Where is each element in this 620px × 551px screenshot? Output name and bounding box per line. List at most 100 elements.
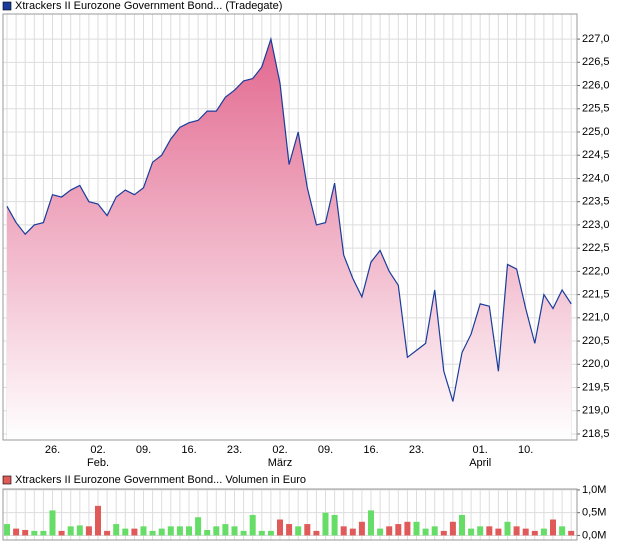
volume-bar (122, 528, 129, 536)
y-tick-label: 0,5M (582, 507, 606, 519)
volume-bar (95, 505, 101, 536)
volume-bar (522, 528, 529, 536)
legend-swatch (2, 1, 12, 11)
volume-bar (231, 526, 238, 536)
y-tick-label: 226,5 (582, 56, 610, 68)
volume-bar (113, 524, 120, 536)
volume-bar (85, 526, 92, 536)
volume-bar (131, 528, 138, 536)
y-tick-label: 220,0 (582, 358, 610, 370)
x-tick-label: 01. (473, 444, 488, 456)
volume-bar (358, 521, 365, 536)
volume-bar (186, 526, 192, 536)
volume-bar (58, 530, 65, 536)
volume-bar (449, 521, 456, 536)
volume-bar (176, 526, 183, 536)
volume-bar (249, 514, 256, 536)
volume-bar (331, 514, 338, 536)
y-tick-label: 219,0 (582, 405, 610, 417)
x-tick-label: 10. (518, 444, 533, 456)
x-tick-label: 02. (90, 444, 105, 456)
x-month-label: April (469, 457, 491, 469)
volume-bar (76, 525, 83, 536)
price-line (6, 36, 572, 402)
volume-bar (158, 528, 165, 536)
volume-bar (422, 528, 429, 536)
x-month-label: Feb. (87, 457, 109, 469)
x-tick-label: 23. (227, 444, 242, 456)
volume-bar (40, 530, 47, 536)
volume-bar (49, 510, 56, 536)
volume-bar (468, 528, 475, 536)
volume-bar (195, 517, 202, 536)
volume-bar (513, 526, 520, 536)
legend-swatch (2, 475, 12, 485)
volume-bar (267, 530, 274, 536)
y-tick-label: 219,5 (582, 381, 610, 393)
volume-bar (431, 526, 438, 536)
volume-bar (240, 530, 247, 536)
volume-bar (313, 530, 320, 536)
volume-bar (140, 526, 147, 536)
y-tick-label: 226,0 (582, 79, 610, 91)
volume-bar (167, 526, 174, 536)
y-tick-label: 224,0 (582, 172, 610, 184)
y-tick-label: 0,0M (582, 529, 606, 541)
volume-bar (349, 528, 356, 536)
volume-bar (295, 526, 302, 536)
y-tick-label: 223,5 (582, 196, 610, 208)
y-tick-label: 225,0 (582, 126, 610, 138)
volume-bar (277, 519, 283, 536)
plot-border (2, 488, 578, 541)
volume-bar (286, 524, 293, 536)
plot-border (2, 13, 578, 441)
volume-bar (413, 521, 420, 536)
volume-bar (322, 512, 329, 536)
volume-bar (149, 530, 156, 536)
volume-bar (477, 526, 484, 536)
y-tick-label: 223,0 (582, 219, 610, 231)
y-tick-label: 221,0 (582, 312, 610, 324)
legend-label: Xtrackers II Eurozone Government Bond...… (15, 0, 282, 12)
y-tick-label: 1,0M (582, 484, 606, 496)
volume-bar (340, 526, 347, 536)
y-tick-label: 225,5 (582, 103, 610, 115)
volume-bar (404, 521, 411, 536)
area-fill (7, 39, 572, 440)
y-tick-label: 222,0 (582, 265, 610, 277)
x-tick-label: 23. (409, 444, 424, 456)
volume-bar (540, 528, 547, 536)
volume-bar (31, 530, 38, 536)
volume-bar (459, 514, 465, 536)
y-tick-label: 220,5 (582, 335, 610, 347)
volume-bar (486, 526, 493, 536)
x-tick-label: 26. (45, 444, 60, 456)
x-tick-label: 16. (181, 444, 196, 456)
legend-label: Xtrackers II Eurozone Government Bond...… (15, 474, 306, 486)
volume-bar (258, 530, 265, 536)
volume-bar (568, 530, 575, 536)
volume-bar (395, 524, 402, 536)
volume-bar (304, 524, 311, 536)
volume-bar (495, 528, 502, 536)
y-tick-label: 221,5 (582, 288, 610, 300)
y-tick-label: 218,5 (582, 428, 610, 440)
volume-bar (504, 521, 511, 536)
x-tick-label: 09. (318, 444, 333, 456)
x-tick-label: 16. (363, 444, 378, 456)
volume-bar (104, 530, 111, 536)
volume-bar (377, 528, 384, 536)
volume-bar (368, 510, 374, 536)
volume-bar (204, 529, 211, 536)
volume-bar (440, 530, 447, 536)
volume-bar (386, 526, 393, 536)
volume-bar (213, 526, 220, 536)
volume-bar (222, 524, 229, 536)
y-tick-label: 227,0 (582, 33, 610, 45)
x-tick-label: 02. (272, 444, 287, 456)
volume-bar (22, 529, 29, 536)
x-tick-label: 09. (136, 444, 151, 456)
volume-bar (559, 526, 566, 536)
volume-bar (4, 524, 10, 536)
